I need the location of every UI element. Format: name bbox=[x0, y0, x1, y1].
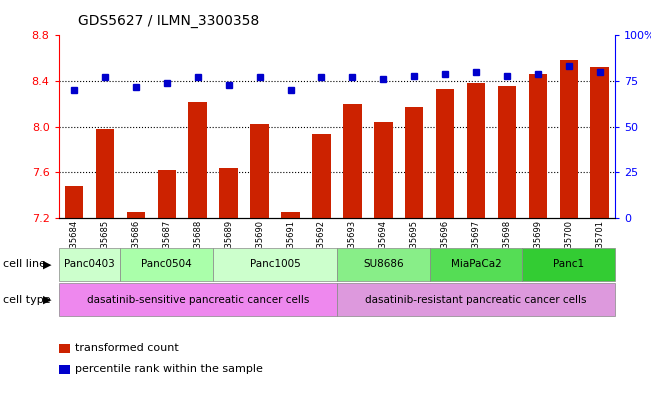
Bar bbox=[126, 212, 145, 218]
Text: GDS5627 / ILMN_3300358: GDS5627 / ILMN_3300358 bbox=[78, 14, 259, 28]
Text: ▶: ▶ bbox=[42, 295, 51, 305]
Bar bbox=[189, 102, 207, 218]
Text: Panc1: Panc1 bbox=[553, 259, 585, 269]
Text: cell type: cell type bbox=[3, 295, 51, 305]
Text: ▶: ▶ bbox=[42, 259, 51, 269]
Bar bbox=[497, 86, 516, 218]
Bar bbox=[436, 89, 454, 218]
Bar bbox=[374, 122, 393, 218]
Text: MiaPaCa2: MiaPaCa2 bbox=[450, 259, 501, 269]
Bar bbox=[158, 170, 176, 218]
Text: transformed count: transformed count bbox=[75, 343, 178, 353]
Text: Panc0403: Panc0403 bbox=[64, 259, 115, 269]
Bar bbox=[559, 61, 578, 218]
Text: dasatinib-resistant pancreatic cancer cells: dasatinib-resistant pancreatic cancer ce… bbox=[365, 295, 587, 305]
Bar bbox=[529, 74, 547, 218]
Bar bbox=[467, 83, 485, 218]
Bar bbox=[312, 134, 331, 218]
Bar bbox=[250, 125, 269, 218]
Bar bbox=[405, 107, 423, 218]
Bar bbox=[281, 212, 299, 218]
Bar bbox=[219, 168, 238, 218]
Text: Panc0504: Panc0504 bbox=[141, 259, 192, 269]
Text: Panc1005: Panc1005 bbox=[250, 259, 300, 269]
Bar bbox=[343, 104, 361, 218]
Bar bbox=[590, 67, 609, 218]
Text: cell line: cell line bbox=[3, 259, 46, 269]
Text: percentile rank within the sample: percentile rank within the sample bbox=[75, 364, 263, 375]
Bar bbox=[96, 129, 115, 218]
Bar bbox=[65, 186, 83, 218]
Text: dasatinib-sensitive pancreatic cancer cells: dasatinib-sensitive pancreatic cancer ce… bbox=[87, 295, 309, 305]
Text: SU8686: SU8686 bbox=[363, 259, 404, 269]
